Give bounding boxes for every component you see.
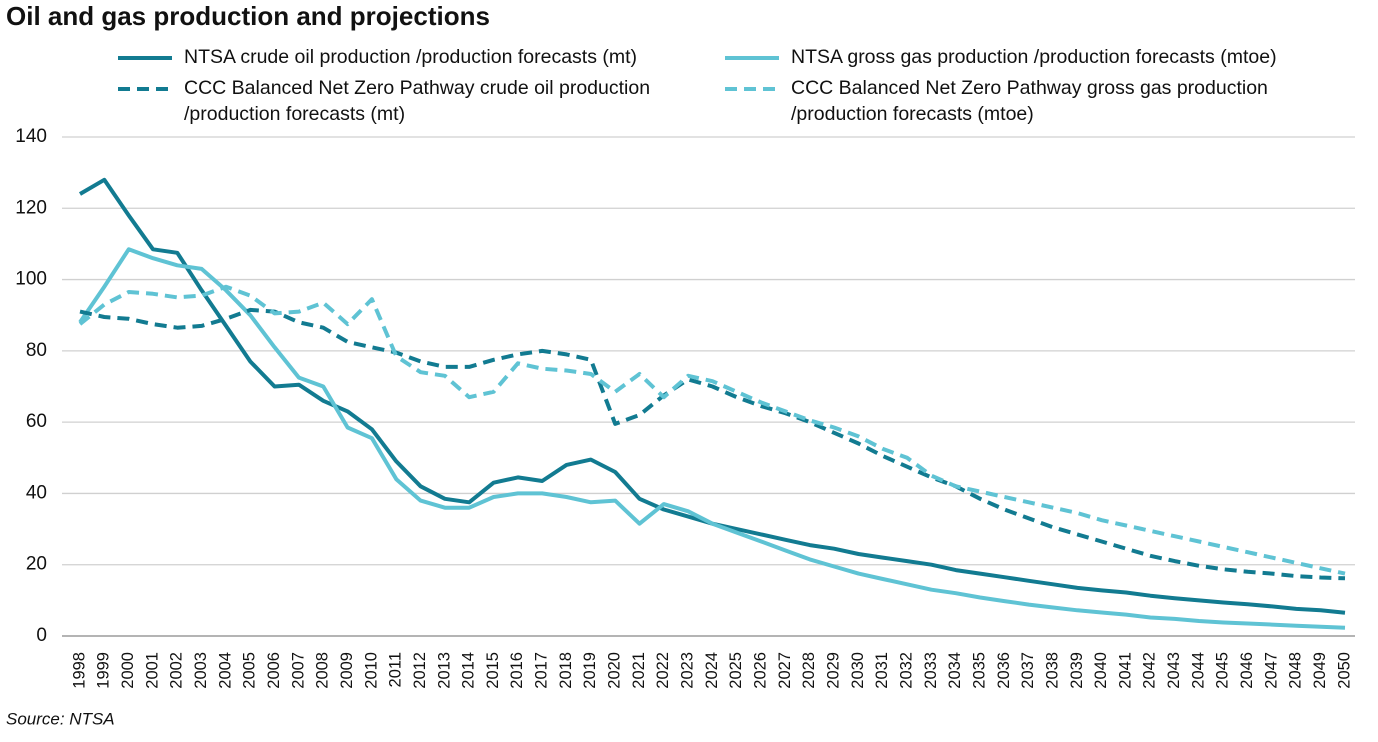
x-tick-label: 2015 bbox=[484, 652, 502, 689]
x-tick-label: 2007 bbox=[289, 652, 307, 689]
x-tick-label: 2037 bbox=[1019, 652, 1037, 689]
x-tick-label: 1999 bbox=[95, 652, 113, 689]
x-tick-label: 2014 bbox=[460, 652, 478, 689]
x-tick-label: 2026 bbox=[752, 652, 770, 689]
x-tick-label: 2000 bbox=[119, 652, 137, 689]
x-tick-label: 2019 bbox=[581, 652, 599, 689]
series-line bbox=[78, 284, 1346, 576]
x-tick-label: 2002 bbox=[168, 652, 186, 689]
x-tick-label: 2005 bbox=[241, 652, 259, 689]
x-tick-label: 2008 bbox=[314, 652, 332, 689]
x-tick-label: 2043 bbox=[1165, 652, 1183, 689]
y-tick-label: 20 bbox=[26, 554, 47, 575]
x-tick-label: 2021 bbox=[630, 652, 648, 689]
x-tick-label: 2013 bbox=[435, 652, 453, 689]
y-tick-label: 140 bbox=[15, 126, 47, 147]
x-tick-label: 2017 bbox=[533, 652, 551, 689]
x-tick-label: 2030 bbox=[849, 652, 867, 689]
x-tick-label: 2022 bbox=[654, 652, 672, 689]
x-tick-label: 2029 bbox=[824, 652, 842, 689]
chart-title: Oil and gas production and projections bbox=[6, 1, 490, 31]
x-tick-label: 2011 bbox=[387, 652, 405, 687]
series-line bbox=[79, 307, 1346, 581]
y-tick-label: 120 bbox=[15, 197, 47, 218]
legend-entry: NTSA gross gas production /production fo… bbox=[725, 44, 1351, 70]
x-tick-label: 2045 bbox=[1214, 652, 1232, 689]
legend-label: CCC Balanced Net Zero Pathway gross gas … bbox=[791, 77, 1268, 125]
x-tick-label: 2028 bbox=[800, 652, 818, 689]
legend-swatch bbox=[725, 87, 779, 91]
x-tick-label: 2050 bbox=[1335, 652, 1353, 689]
x-tick-label: 2033 bbox=[922, 652, 940, 689]
x-tick-label: 2040 bbox=[1092, 652, 1110, 689]
y-tick-label: 60 bbox=[26, 411, 47, 432]
legend-entry: CCC Balanced Net Zero Pathway crude oil … bbox=[118, 75, 654, 127]
x-tick-label: 2003 bbox=[192, 652, 210, 689]
x-tick-label: 2027 bbox=[776, 652, 794, 689]
legend-swatch bbox=[118, 56, 172, 60]
legend-swatch bbox=[118, 87, 172, 91]
y-tick-label: 100 bbox=[15, 269, 47, 290]
y-tick-label: 80 bbox=[26, 340, 47, 361]
legend-entry: CCC Balanced Net Zero Pathway gross gas … bbox=[725, 75, 1351, 127]
x-tick-label: 2042 bbox=[1141, 652, 1159, 689]
x-tick-label: 2018 bbox=[557, 652, 575, 689]
x-tick-label: 1998 bbox=[70, 652, 88, 689]
x-tick-label: 2009 bbox=[338, 652, 356, 689]
x-tick-label: 2016 bbox=[508, 652, 526, 689]
x-tick-label: 2034 bbox=[946, 652, 964, 689]
legend-entry: NTSA crude oil production /production fo… bbox=[118, 44, 654, 70]
x-tick-label: 2044 bbox=[1189, 652, 1207, 689]
x-tick-label: 2010 bbox=[362, 652, 380, 689]
x-tick-label: 2004 bbox=[216, 652, 234, 689]
x-tick-label: 2035 bbox=[970, 652, 988, 689]
x-tick-label: 2041 bbox=[1116, 652, 1134, 689]
x-tick-label: 2039 bbox=[1068, 652, 1086, 689]
series-line bbox=[78, 177, 1346, 615]
x-tick-label: 2001 bbox=[143, 652, 161, 689]
legend-label: NTSA gross gas production /production fo… bbox=[791, 46, 1277, 68]
x-tick-label: 2020 bbox=[606, 652, 624, 689]
x-tick-label: 2012 bbox=[411, 652, 429, 689]
x-tick-label: 2023 bbox=[679, 652, 697, 689]
series-line bbox=[78, 247, 1346, 630]
x-tick-label: 2024 bbox=[703, 652, 721, 689]
x-tick-label: 2036 bbox=[995, 652, 1013, 689]
x-tick-label: 2049 bbox=[1311, 652, 1329, 689]
x-tick-label: 2031 bbox=[873, 652, 891, 689]
legend-label: CCC Balanced Net Zero Pathway crude oil … bbox=[184, 77, 651, 125]
x-tick-label: 2046 bbox=[1238, 652, 1256, 689]
legend-swatch bbox=[725, 56, 779, 60]
legend-label: NTSA crude oil production /production fo… bbox=[184, 46, 638, 68]
x-tick-label: 2025 bbox=[727, 652, 745, 689]
y-tick-label: 0 bbox=[36, 625, 47, 646]
x-tick-label: 2038 bbox=[1043, 652, 1061, 689]
x-tick-label: 2048 bbox=[1287, 652, 1305, 689]
x-tick-label: 2006 bbox=[265, 652, 283, 689]
x-tick-label: 2047 bbox=[1262, 652, 1280, 689]
x-tick-label: 2032 bbox=[897, 652, 915, 689]
source: Source: NTSA bbox=[6, 709, 115, 728]
y-tick-label: 40 bbox=[26, 482, 47, 503]
